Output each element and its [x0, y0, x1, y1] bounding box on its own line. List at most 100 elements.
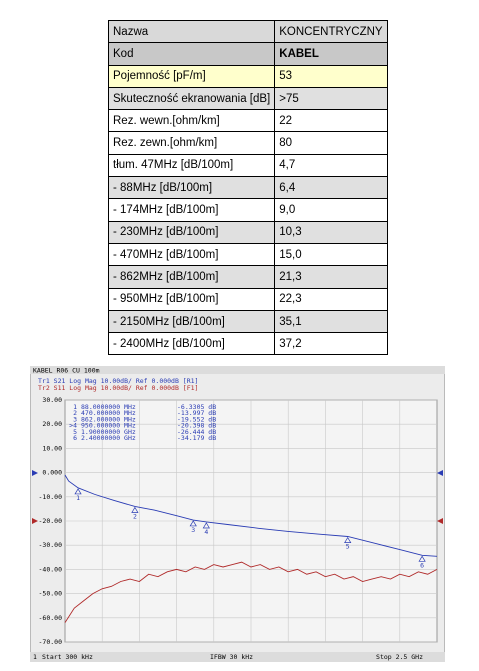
table-row: tłum. 47MHz [dB/100m] 4,7 — [107, 153, 388, 178]
marker-label: 1 — [76, 494, 80, 502]
marker — [202, 522, 210, 529]
label-cell: - 2150MHz [dB/100m] — [107, 309, 276, 334]
y-tick-label: -30.00 — [39, 541, 63, 549]
value-cell: 10,3 — [274, 220, 388, 244]
marker-label: 3 — [191, 526, 195, 534]
value-cell: 21,3 — [274, 265, 388, 289]
marker-id: 6 — [73, 434, 77, 442]
table-row: Nazwa KONCENTRYCZNY — [107, 19, 388, 44]
value-cell: 6,4 — [274, 176, 388, 200]
marker-freq: 862.000000 MHz — [81, 415, 136, 423]
y-tick-label: 20.00 — [42, 420, 62, 428]
table-row: - 862MHz [dB/100m] 21,3 — [107, 265, 388, 289]
value-cell: KONCENTRYCZNY — [274, 19, 388, 44]
table-row: - 2150MHz [dB/100m] 35,1 — [107, 309, 388, 334]
label-cell: Rez. zewn.[ohm/km] — [107, 131, 276, 155]
label-cell: - 950MHz [dB/100m] — [107, 287, 276, 311]
label-cell: - 2400MHz [dB/100m] — [107, 332, 276, 356]
y-tick-label: -50.00 — [39, 590, 63, 598]
start-freq: Start 300 kHz — [42, 653, 93, 661]
ref-arrow — [32, 518, 38, 524]
table-row: Rez. zewn.[ohm/km] 80 — [107, 131, 388, 155]
marker-value: -6.3305 dB — [177, 403, 216, 411]
window-title: KABEL R06 CU 100m — [33, 367, 100, 375]
y-tick-label: -70.00 — [39, 638, 63, 646]
marker-label: 4 — [204, 528, 208, 536]
marker-freq: 88.0000000 MHz — [81, 403, 136, 411]
marker — [131, 506, 139, 513]
value-cell: 22,3 — [274, 287, 388, 311]
marker-freq: 950.000000 MHz — [81, 422, 136, 430]
marker-freq: 2.40000000 GHz — [81, 434, 136, 442]
table-row: Pojemność [pF/m] 53 — [107, 64, 388, 88]
table-row: Rez. wewn.[ohm/km] 22 — [107, 109, 388, 133]
y-tick-label: -20.00 — [39, 517, 63, 525]
value-cell: 37,2 — [274, 332, 388, 356]
table-row: Kod KABEL — [107, 42, 388, 66]
marker-value: -19.552 dB — [177, 415, 216, 423]
y-tick-label: -60.00 — [39, 614, 63, 622]
marker-id: 2 — [73, 409, 77, 417]
value-cell: KABEL — [274, 42, 388, 66]
y-tick-label: 0.000 — [42, 469, 62, 477]
label-cell: - 470MHz [dB/100m] — [107, 242, 276, 267]
label-cell: Kod — [107, 42, 276, 66]
label-cell: Skuteczność ekranowania [dB] — [107, 86, 276, 111]
y-tick-label: -10.00 — [39, 493, 63, 501]
trace-header: Tr1 S21 Log Mag 10.00dB/ Ref 0.000dB [R1… — [38, 377, 198, 385]
title-bar — [30, 366, 445, 374]
marker-label: 5 — [346, 543, 350, 551]
y-tick-label: 30.00 — [42, 396, 62, 404]
table-row: Skuteczność ekranowania [dB] >75 — [107, 86, 388, 111]
table-row: - 230MHz [dB/100m] 10,3 — [107, 220, 388, 244]
marker-id: 3 — [73, 415, 77, 423]
value-cell: 22 — [274, 109, 388, 133]
marker-freq: 470.000000 MHz — [81, 409, 136, 417]
trace-line — [64, 474, 438, 557]
marker — [344, 536, 352, 543]
value-cell: 80 — [274, 131, 388, 155]
marker — [418, 555, 426, 562]
y-tick-label: -40.00 — [39, 565, 63, 573]
table-row: - 174MHz [dB/100m] 9,0 — [107, 198, 388, 222]
table-row: - 88MHz [dB/100m] 6,4 — [107, 176, 388, 200]
marker-value: -34.179 dB — [177, 434, 216, 442]
marker-id: 1 — [73, 403, 77, 411]
channel: 1 — [33, 653, 37, 661]
marker-value: -26.444 dB — [177, 428, 216, 436]
marker-label: 6 — [420, 561, 424, 569]
spec-table: Nazwa KONCENTRYCZNY Kod KABEL Pojemność [pF/… — [107, 19, 388, 356]
marker-id: 5 — [73, 428, 77, 436]
marker-value: -13.997 dB — [177, 409, 216, 417]
value-cell: >75 — [274, 86, 388, 111]
value-cell: 9,0 — [274, 198, 388, 222]
label-cell: - 88MHz [dB/100m] — [107, 176, 276, 200]
ref-arrow — [437, 470, 443, 476]
trace-header: Tr2 S11 Log Mag 10.00dB/ Ref 0.000dB [F1… — [38, 384, 198, 392]
marker — [74, 488, 82, 495]
y-tick-label: 10.00 — [42, 444, 62, 452]
label-cell: Nazwa — [107, 19, 276, 44]
label-cell: Rez. wewn.[ohm/km] — [107, 109, 276, 133]
table-row: - 2400MHz [dB/100m] 37,2 — [107, 332, 388, 356]
table-row: - 470MHz [dB/100m] 15,0 — [107, 242, 388, 267]
label-cell: - 174MHz [dB/100m] — [107, 198, 276, 222]
ref-arrow — [437, 518, 443, 524]
marker — [189, 520, 197, 527]
value-cell: 35,1 — [274, 309, 388, 334]
label-cell: tłum. 47MHz [dB/100m] — [107, 153, 276, 178]
ifbw: IFBW 30 kHz — [210, 653, 253, 661]
label-cell: Pojemność [pF/m] — [107, 64, 276, 88]
marker-value: -20.398 dB — [177, 422, 216, 430]
value-cell: 4,7 — [274, 153, 388, 178]
ref-arrow — [32, 470, 38, 476]
stop-freq: Stop 2.5 GHz — [376, 653, 423, 661]
status-bar — [30, 652, 445, 662]
value-cell: 53 — [274, 64, 388, 88]
label-cell: - 230MHz [dB/100m] — [107, 220, 276, 244]
table-row: - 950MHz [dB/100m] 22,3 — [107, 287, 388, 311]
analyzer-screenshot: KABEL R06 CU 100m Tr1 S21 Log Mag 10.00d… — [30, 366, 445, 662]
marker-freq: 1.90000000 GHz — [81, 428, 136, 436]
trace-line — [64, 561, 438, 623]
